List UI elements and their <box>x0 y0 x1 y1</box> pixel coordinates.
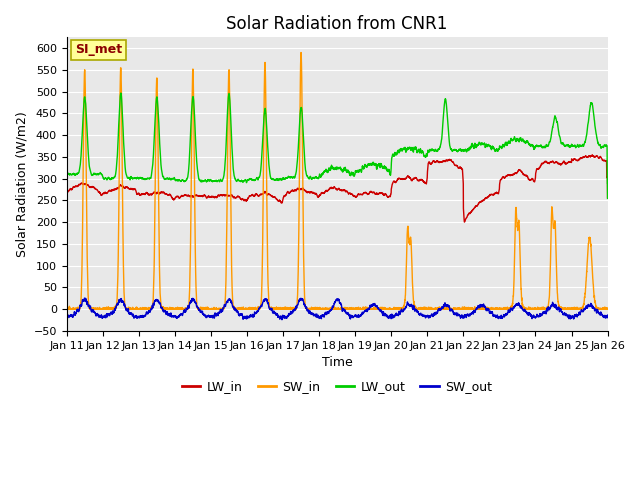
Title: Solar Radiation from CNR1: Solar Radiation from CNR1 <box>227 15 448 33</box>
Text: SI_met: SI_met <box>75 44 122 57</box>
Y-axis label: Solar Radiation (W/m2): Solar Radiation (W/m2) <box>15 111 28 257</box>
X-axis label: Time: Time <box>322 356 353 369</box>
Legend: LW_in, SW_in, LW_out, SW_out: LW_in, SW_in, LW_out, SW_out <box>177 375 497 398</box>
